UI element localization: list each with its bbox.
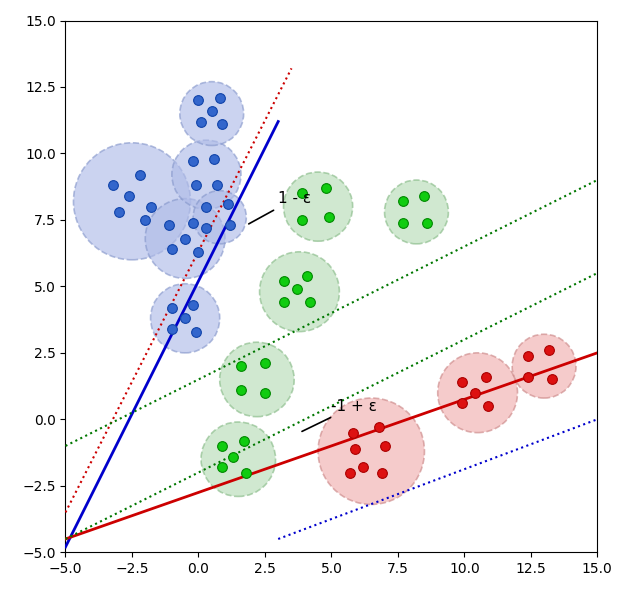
Circle shape (180, 82, 244, 145)
Circle shape (220, 342, 294, 417)
Circle shape (193, 191, 246, 244)
Circle shape (145, 199, 225, 278)
Circle shape (201, 422, 276, 496)
Circle shape (385, 180, 449, 244)
Circle shape (438, 353, 518, 433)
Text: 1 - ε: 1 - ε (249, 191, 311, 224)
Circle shape (172, 140, 241, 209)
Circle shape (260, 252, 339, 332)
Circle shape (318, 398, 424, 504)
Circle shape (512, 335, 576, 398)
Circle shape (150, 284, 220, 353)
Circle shape (74, 143, 191, 260)
Circle shape (284, 172, 353, 241)
Text: -1 + ε: -1 + ε (302, 398, 377, 431)
